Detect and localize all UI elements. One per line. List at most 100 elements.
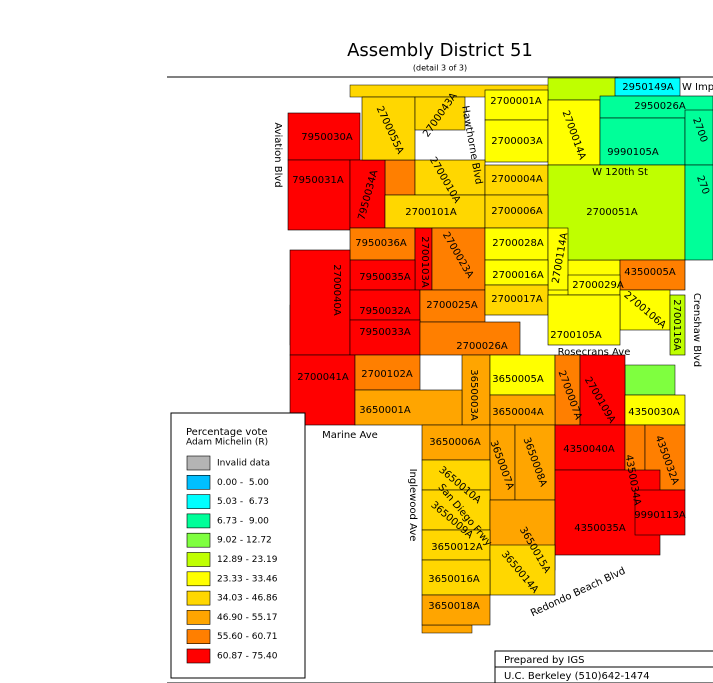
legend-items: Invalid data 0.00 - 5.00 5.03 - 6.73 6.73 -… [186, 455, 278, 664]
precinct-label: 2700016A [492, 270, 544, 281]
map-patch [624, 364, 676, 396]
precinct [619, 289, 671, 331]
precinct-label: 7950035A [359, 272, 411, 283]
map-patch [384, 159, 416, 196]
precinct [484, 259, 549, 286]
precinct [287, 159, 351, 231]
precinct [489, 394, 556, 426]
legend-label: 6.73 - 9.00 [217, 516, 269, 526]
precinct [489, 424, 516, 501]
street-label: W 120th St [592, 167, 648, 178]
precinct [354, 354, 421, 391]
precinct-label: 9990105A [607, 147, 659, 158]
precinct [554, 424, 626, 471]
legend-swatch [186, 629, 211, 645]
precinct [431, 227, 486, 291]
precinct [349, 159, 386, 229]
street-label: Rosecrans Ave [558, 347, 631, 358]
precinct [619, 259, 686, 291]
precinct-label: 2950149A [622, 82, 674, 93]
legend-label: 9.02 - 12.72 [217, 536, 272, 546]
precinct [489, 354, 556, 396]
street-label: W Imp [682, 82, 713, 93]
precinct [349, 227, 416, 261]
legend-label: 12.89 - 23.19 [217, 555, 278, 565]
precinct [484, 194, 549, 229]
precinct [414, 159, 486, 196]
precinct [287, 112, 361, 161]
precinct-label: 7950032A [359, 306, 411, 317]
precinct [599, 117, 686, 166]
precinct-label: 3650005A [492, 374, 544, 385]
precinct-label: 2700003A [491, 136, 543, 147]
precinct [349, 259, 416, 291]
precinct [349, 319, 421, 356]
precinct-label: 3650001A [359, 405, 411, 416]
legend-label: Invalid data [217, 459, 270, 469]
legend-swatch [186, 590, 211, 606]
precinct [669, 294, 686, 356]
precinct-label: 3650012A [431, 542, 483, 553]
precinct [484, 119, 549, 163]
precinct-label: 2700116A [671, 299, 682, 351]
legend-label: 5.03 - 6.73 [217, 497, 269, 507]
legend-label: 23.33 - 33.46 [217, 574, 278, 584]
precinct [421, 459, 491, 491]
precinct-label: 3650006A [429, 437, 481, 448]
precinct [484, 164, 549, 196]
precinct-label: 4350030A [628, 407, 680, 418]
precinct-label: 3650018A [428, 601, 480, 612]
map-subtitle: (detail 3 of 3) [413, 64, 467, 73]
legend-title: Percentage vote [186, 427, 268, 438]
precinct-label: 2700006A [491, 206, 543, 217]
precincts [287, 77, 713, 634]
legend-swatch [186, 648, 211, 664]
precinct [384, 194, 486, 229]
street-label: Marine Ave [322, 430, 378, 441]
precinct-label: 2700029A [572, 280, 624, 291]
precinct [349, 289, 421, 321]
legend-label: 55.60 - 60.71 [217, 632, 278, 642]
footer-line: Prepared by IGS [504, 655, 584, 666]
precinct-label: 2700041A [297, 372, 349, 383]
legend-label: 46.90 - 55.17 [217, 613, 278, 623]
precinct-label: 2700051A [586, 207, 638, 218]
street-label: Aviation Blvd [272, 122, 283, 187]
precinct [361, 96, 416, 161]
street-label: Crenshaw Blvd [691, 293, 702, 367]
legend-swatch [186, 552, 211, 567]
precinct-label: 4350040A [563, 444, 615, 455]
precinct-label: 3650003A [468, 369, 479, 421]
precinct [634, 489, 686, 536]
legend-subtitle: Adam Michelin (R) [186, 438, 268, 448]
legend-label: 0.00 - 5.00 [217, 478, 269, 488]
precinct-label: 2700017A [491, 294, 543, 305]
precinct [484, 89, 549, 121]
precinct-label: 2700040A [331, 264, 342, 316]
precinct-label: 2700026A [456, 341, 508, 352]
precinct-label: 2700101A [405, 207, 457, 218]
precinct-label: 7950036A [355, 238, 407, 249]
precinct-label: 2700103A [419, 236, 430, 288]
precinct-label: 7950031A [292, 175, 344, 186]
legend-swatch [186, 494, 211, 509]
precinct-label: 9990113A [634, 510, 686, 521]
precinct-label: 2700025A [426, 300, 478, 311]
precinct [624, 394, 686, 426]
precinct-label: 3650016A [428, 574, 480, 585]
map-patch [421, 624, 473, 634]
legend-swatch [186, 610, 211, 625]
legend-swatch [186, 455, 211, 471]
precinct [421, 489, 491, 531]
legend-swatch [186, 513, 211, 529]
precinct-label: 7950033A [359, 327, 411, 338]
map-title: Assembly District 51 [347, 40, 533, 61]
precinct [461, 354, 491, 426]
precinct [684, 164, 713, 261]
precinct [554, 354, 581, 426]
precinct-label: 2700102A [361, 369, 413, 380]
legend-label: 60.87 - 75.40 [217, 652, 278, 662]
precinct-label: 3650004A [492, 407, 544, 418]
precinct [547, 99, 601, 166]
